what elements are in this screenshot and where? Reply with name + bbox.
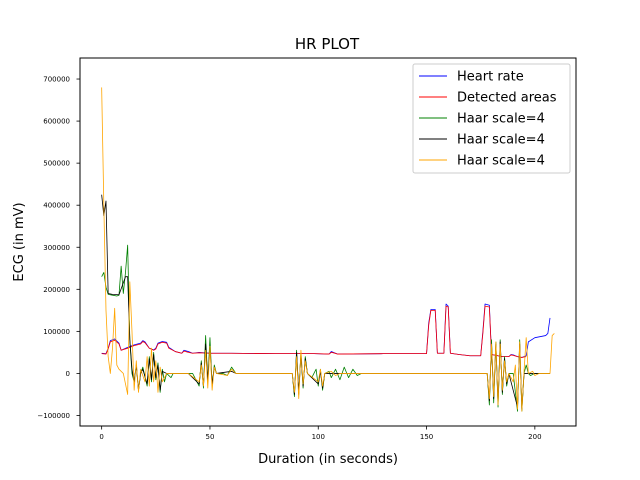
- legend-box: [412, 63, 571, 174]
- legend-label-3: Haar scale=4: [457, 133, 545, 148]
- series-line-4: [101, 87, 555, 412]
- y-tick-label-8: 700000: [43, 76, 70, 84]
- series-line-3: [101, 194, 551, 410]
- chart-title: HR PLOT: [295, 35, 360, 53]
- y-tick-label-7: 600000: [43, 118, 70, 126]
- y-axis-ticks: −100000 0 100000 200000 300000 400000 500000 60…: [37, 76, 80, 420]
- x-axis-ticks: 0 50 100 150 200: [99, 426, 542, 441]
- legend-label-2: Haar scale=4: [457, 112, 545, 127]
- legend-label-1: Detected areas: [457, 91, 557, 106]
- x-tick-label-0: 0: [99, 433, 103, 441]
- series-layer: [101, 87, 555, 412]
- y-tick-label-1: 0: [66, 370, 70, 378]
- y-tick-label-2: 100000: [43, 328, 70, 336]
- y-tick-label-6: 500000: [43, 160, 70, 168]
- y-tick-label-5: 400000: [43, 202, 70, 210]
- x-tick-label-3: 150: [420, 433, 433, 441]
- legend-label-0: Heart rate: [457, 70, 524, 85]
- y-tick-label-0: −100000: [37, 412, 70, 420]
- y-axis-title: ECG (in mV): [12, 202, 27, 281]
- legend: Heart rate Detected areas Haar scale=4 Haar…: [412, 63, 571, 174]
- x-axis-title: Duration (in seconds): [258, 452, 398, 467]
- y-tick-label-4: 300000: [43, 244, 70, 252]
- x-tick-label-1: 50: [205, 433, 214, 441]
- x-tick-label-2: 100: [312, 433, 325, 441]
- legend-label-4: Haar scale=4: [457, 154, 545, 169]
- legend-entries: Heart rate Detected areas Haar scale=4 Haar…: [419, 70, 557, 169]
- x-tick-label-4: 200: [528, 433, 541, 441]
- y-tick-label-3: 200000: [43, 286, 70, 294]
- series-line-1: [101, 305, 527, 358]
- plot-frame: [79, 57, 577, 427]
